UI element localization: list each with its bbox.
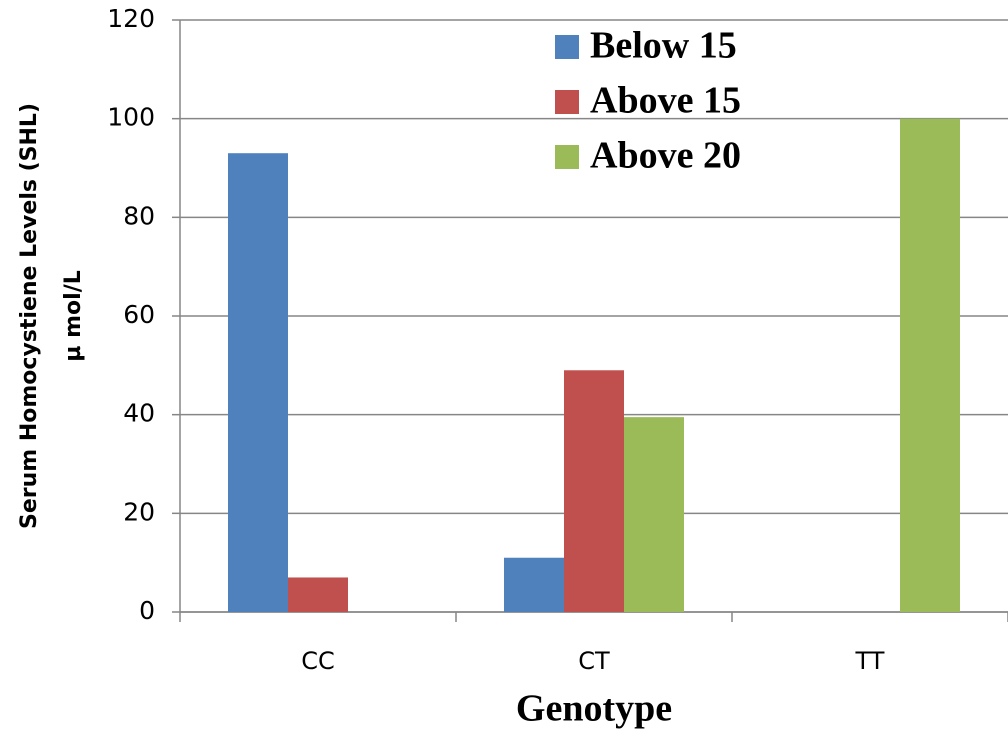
y-axis-title: Serum Homocystiene Levels (SHL) µ mol/L <box>17 103 86 529</box>
legend-label: Below 15 <box>590 25 737 67</box>
bar <box>624 417 684 612</box>
legend-swatch <box>555 90 579 114</box>
y-axis-title-line: Serum Homocystiene Levels (SHL) <box>17 103 42 529</box>
legend-swatch <box>555 35 579 59</box>
y-tick-label: 80 <box>123 201 155 230</box>
legend-label: Above 20 <box>590 135 741 177</box>
bar <box>900 118 960 613</box>
y-tick-label: 120 <box>107 4 155 33</box>
x-tick-label: CC <box>301 647 335 675</box>
y-tick-label: 100 <box>107 103 155 132</box>
y-tick-label: 60 <box>123 300 155 329</box>
x-tick-label: CT <box>578 647 610 675</box>
x-axis-title: Genotype <box>516 688 672 730</box>
bar <box>228 153 288 612</box>
legend-swatch <box>555 145 579 169</box>
y-tick-label: 0 <box>139 596 155 625</box>
x-tick-label: TT <box>855 647 885 675</box>
bar <box>288 577 348 612</box>
y-tick-label: 40 <box>123 399 155 428</box>
y-tick-label: 20 <box>123 497 155 526</box>
bar <box>564 370 624 612</box>
legend-label: Above 15 <box>590 80 741 122</box>
y-axis-title-line: µ mol/L <box>61 270 86 361</box>
bar <box>504 557 564 612</box>
